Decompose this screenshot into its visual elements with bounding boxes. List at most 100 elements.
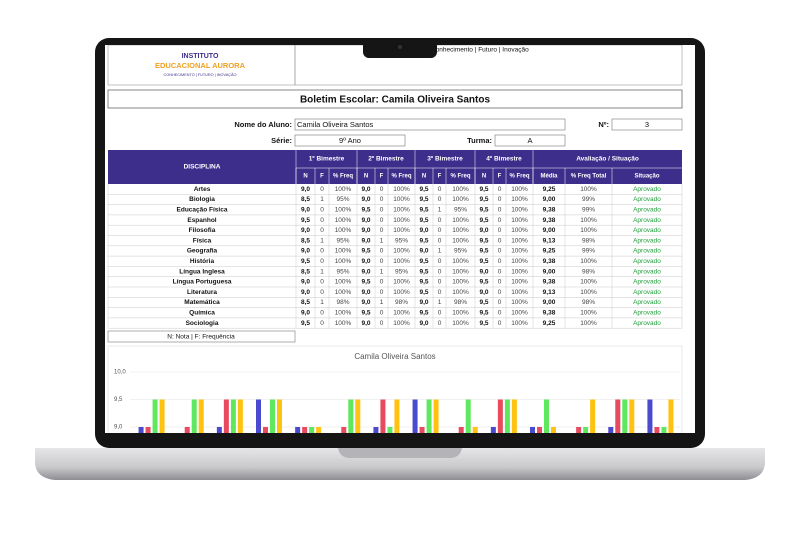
grade-cell: 100% — [580, 186, 597, 193]
grade-cell: 100% — [511, 186, 528, 193]
bar — [426, 399, 432, 433]
grade-cell: 0 — [498, 320, 502, 327]
grade-cell: 100% — [511, 248, 528, 255]
grade-cell: 9,5 — [301, 217, 310, 224]
grade-cell: 100% — [511, 279, 528, 286]
logo-text: EDUCACIONAL AURORA — [155, 61, 246, 70]
grade-cell: 0 — [380, 227, 384, 234]
grade-cell: 9,0 — [479, 289, 488, 296]
subject-name: Literatura — [187, 289, 217, 296]
bar — [198, 399, 204, 433]
bar — [647, 399, 653, 433]
subheader: N — [482, 174, 486, 180]
grade-cell: 9,0 — [361, 196, 370, 203]
grade-cell: 1 — [438, 206, 442, 213]
grade-cell: 0 — [320, 248, 324, 255]
bar — [387, 427, 393, 433]
bar — [537, 427, 542, 433]
subject-name: Língua Portuguesa — [173, 279, 232, 286]
grade-cell: 95% — [454, 206, 467, 213]
bar — [490, 427, 496, 433]
field-box — [494, 134, 566, 147]
bar — [309, 427, 315, 433]
y-tick-label: 9,0 — [114, 425, 123, 431]
grade-cell: 9,5 — [419, 196, 428, 203]
grade-cell: 9,0 — [361, 268, 370, 275]
grade-cell: 100% — [511, 299, 528, 306]
grade-cell: 0 — [438, 309, 442, 316]
y-tick-label: 9,5 — [114, 397, 123, 403]
grade-cell: Aprovado — [633, 186, 661, 193]
grade-cell: 100% — [580, 320, 597, 327]
grade-cell: 0 — [498, 309, 502, 316]
grade-cell: 0 — [380, 320, 384, 327]
bar — [511, 399, 517, 433]
grade-cell: 9,5 — [479, 217, 488, 224]
grade-cell: 9,0 — [301, 279, 310, 286]
grade-cell: Aprovado — [633, 237, 661, 244]
grade-cell: Aprovado — [633, 248, 661, 255]
bar — [256, 399, 261, 433]
grade-cell: 98% — [454, 299, 467, 306]
grade-cell: Aprovado — [633, 258, 661, 265]
grade-cell: 9,5 — [479, 196, 488, 203]
subject-name: História — [190, 258, 215, 265]
grade-cell: 100% — [452, 320, 469, 327]
grade-cell: 0 — [438, 186, 442, 193]
grade-cell: 0 — [438, 289, 442, 296]
bar — [159, 399, 165, 433]
bar — [615, 399, 621, 433]
grade-cell: 100% — [393, 289, 410, 296]
grade-cell: 9,5 — [479, 248, 488, 255]
grade-cell: 9,0 — [479, 227, 488, 234]
grade-cell: 0 — [498, 217, 502, 224]
grade-cell: 99% — [582, 248, 595, 255]
bar — [263, 427, 268, 433]
grade-cell: 9,5 — [419, 186, 428, 193]
chart-panel — [107, 345, 683, 433]
grade-cell: 100% — [393, 196, 410, 203]
grade-cell: 9,5 — [419, 217, 428, 224]
grade-cell: 9,0 — [419, 248, 428, 255]
bar — [145, 427, 151, 433]
grade-cell: Aprovado — [633, 217, 661, 224]
grade-cell: 0 — [498, 248, 502, 255]
field-value: Camila Oliveira Santos — [297, 120, 374, 129]
grade-cell: 100% — [511, 227, 528, 234]
grade-cell: 9,5 — [479, 279, 488, 286]
grade-cell: 0 — [380, 309, 384, 316]
grade-cell: 9,00 — [543, 299, 556, 306]
base-notch — [338, 448, 462, 458]
grade-cell: 0 — [498, 289, 502, 296]
grade-cell: 0 — [498, 196, 502, 203]
grade-cell: 9,25 — [543, 186, 556, 193]
subheader: Situação — [634, 174, 659, 180]
grade-cell: 9,0 — [479, 268, 488, 275]
bar — [504, 399, 510, 433]
grade-cell: 100% — [452, 237, 469, 244]
bar — [497, 399, 503, 433]
grade-cell: 100% — [511, 206, 528, 213]
grade-cell: Aprovado — [633, 196, 661, 203]
grade-cell: 100% — [511, 268, 528, 275]
grade-cell: Aprovado — [633, 268, 661, 275]
grade-cell: 8,5 — [301, 237, 310, 244]
bar — [277, 399, 282, 433]
bar — [230, 399, 236, 433]
grade-cell: 9,38 — [543, 206, 556, 213]
grade-cell: 100% — [335, 309, 352, 316]
grade-cell: 100% — [580, 227, 597, 234]
report-title: Boletim Escolar: Camila Oliveira Santos — [300, 95, 491, 106]
field-box — [294, 118, 566, 131]
grade-cell: 9,5 — [479, 320, 488, 327]
bar — [270, 399, 275, 433]
field-label: Nº: — [598, 120, 609, 129]
subject-name: Espanhol — [187, 217, 216, 224]
grade-cell: 9,0 — [301, 186, 310, 193]
camera — [398, 45, 402, 49]
grade-cell: 1 — [380, 299, 384, 306]
grade-cell: 100% — [335, 186, 352, 193]
subject-name: Matemática — [184, 299, 220, 306]
grade-cell: 100% — [335, 279, 352, 286]
grade-cell: 0 — [438, 196, 442, 203]
